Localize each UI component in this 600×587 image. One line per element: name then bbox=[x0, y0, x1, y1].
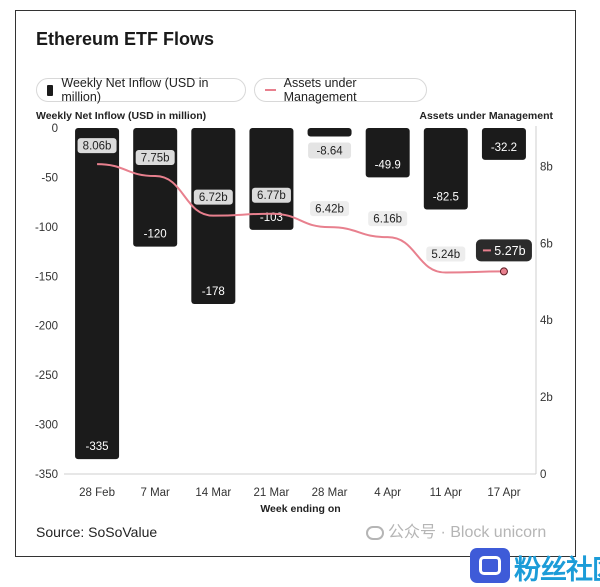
y2-tick-label: 6b bbox=[540, 238, 553, 250]
bar bbox=[249, 128, 294, 230]
y-tick-label: -300 bbox=[35, 420, 58, 432]
aum-value-label: 6.42b bbox=[315, 204, 344, 216]
line-swatch-icon bbox=[265, 89, 276, 91]
x-tick-label: 14 Mar bbox=[195, 487, 231, 499]
legend-item-aum[interactable]: Assets under Management bbox=[254, 76, 427, 104]
bar-value-label: -120 bbox=[144, 229, 167, 241]
aum-line bbox=[97, 163, 504, 274]
aum-label-bg bbox=[193, 189, 233, 205]
aum-label-bg bbox=[426, 246, 466, 262]
aum-callout-label: 5.27b bbox=[494, 244, 525, 258]
y-tick-label: -50 bbox=[41, 172, 58, 184]
x-tick-label: 4 Apr bbox=[374, 487, 401, 499]
aum-label-bg bbox=[77, 138, 117, 154]
aum-value-label: 6.16b bbox=[373, 214, 402, 226]
x-tick-label: 28 Mar bbox=[312, 487, 348, 499]
y-axis-title: Weekly Net Inflow (USD in million) bbox=[36, 110, 206, 122]
y-tick-label: -250 bbox=[35, 370, 58, 382]
x-tick-label: 21 Mar bbox=[254, 487, 290, 499]
bar bbox=[365, 128, 410, 178]
watermark: 公众号 · Block unicorn bbox=[366, 518, 546, 542]
chart-title: Ethereum ETF Flows bbox=[36, 29, 215, 49]
aum-value-label: 5.24b bbox=[431, 249, 460, 261]
aum-label-bg bbox=[251, 187, 291, 203]
legend-item-weekly-net-inflow[interactable]: Weekly Net Inflow (USD in million) bbox=[36, 76, 246, 104]
y-tick-label: -350 bbox=[35, 469, 58, 481]
bar-value-label: -82.5 bbox=[433, 192, 459, 204]
bar-swatch-icon bbox=[47, 84, 54, 96]
y2-axis-title: Assets under Management bbox=[419, 110, 553, 122]
aum-value-label: 6.77b bbox=[257, 190, 286, 202]
x-axis-title: Week ending on bbox=[260, 503, 340, 515]
aum-label-bg bbox=[368, 211, 408, 227]
wechat-icon bbox=[366, 526, 384, 540]
bar-value-label: -178 bbox=[202, 286, 225, 298]
brand-text: 粉丝社区 bbox=[514, 555, 600, 585]
aum-callout-bg bbox=[475, 239, 532, 262]
legend-label-aum: Assets under Management bbox=[283, 76, 357, 104]
source-note: Source: SoSoValue bbox=[36, 524, 158, 540]
watermark-text: 公众号 · Block unicorn bbox=[388, 524, 547, 541]
y-tick-label: -200 bbox=[35, 321, 58, 333]
bar-value-label: -49.9 bbox=[375, 159, 401, 171]
y2-tick-label: 4b bbox=[540, 315, 553, 327]
x-tick-label: 11 Apr bbox=[430, 487, 463, 499]
bar bbox=[307, 128, 352, 137]
bar bbox=[423, 128, 468, 210]
y-tick-label: -150 bbox=[35, 271, 58, 283]
bar-value-label-bg bbox=[308, 142, 352, 159]
brand-logo-icon bbox=[470, 548, 510, 583]
y-tick-label: -100 bbox=[35, 222, 58, 234]
aum-value-label: 6.72b bbox=[199, 192, 228, 204]
x-tick-label: 28 Feb bbox=[79, 487, 115, 499]
aum-label-bg bbox=[310, 201, 350, 217]
y2-tick-label: 8b bbox=[540, 161, 553, 173]
y-tick-label: 0 bbox=[52, 123, 58, 135]
bar-value-label: -32.2 bbox=[491, 142, 517, 154]
bar-value-label: -335 bbox=[86, 441, 109, 453]
y2-tick-label: 0 bbox=[540, 469, 546, 481]
x-tick-label: 17 Apr bbox=[487, 487, 520, 499]
aum-label-bg bbox=[135, 150, 175, 166]
aum-value-label: 7.75b bbox=[141, 153, 170, 165]
aum-value-label: 8.06b bbox=[83, 141, 112, 153]
legend-label-weekly-net-inflow: Weekly Net Inflow (USD in million) bbox=[61, 76, 209, 104]
y2-tick-label: 2b bbox=[540, 392, 553, 404]
bar bbox=[481, 128, 526, 160]
x-tick-label: 7 Mar bbox=[140, 487, 170, 499]
bar-value-label: -8.64 bbox=[316, 146, 343, 158]
bar bbox=[75, 128, 120, 460]
aum-point-marker bbox=[499, 267, 508, 276]
